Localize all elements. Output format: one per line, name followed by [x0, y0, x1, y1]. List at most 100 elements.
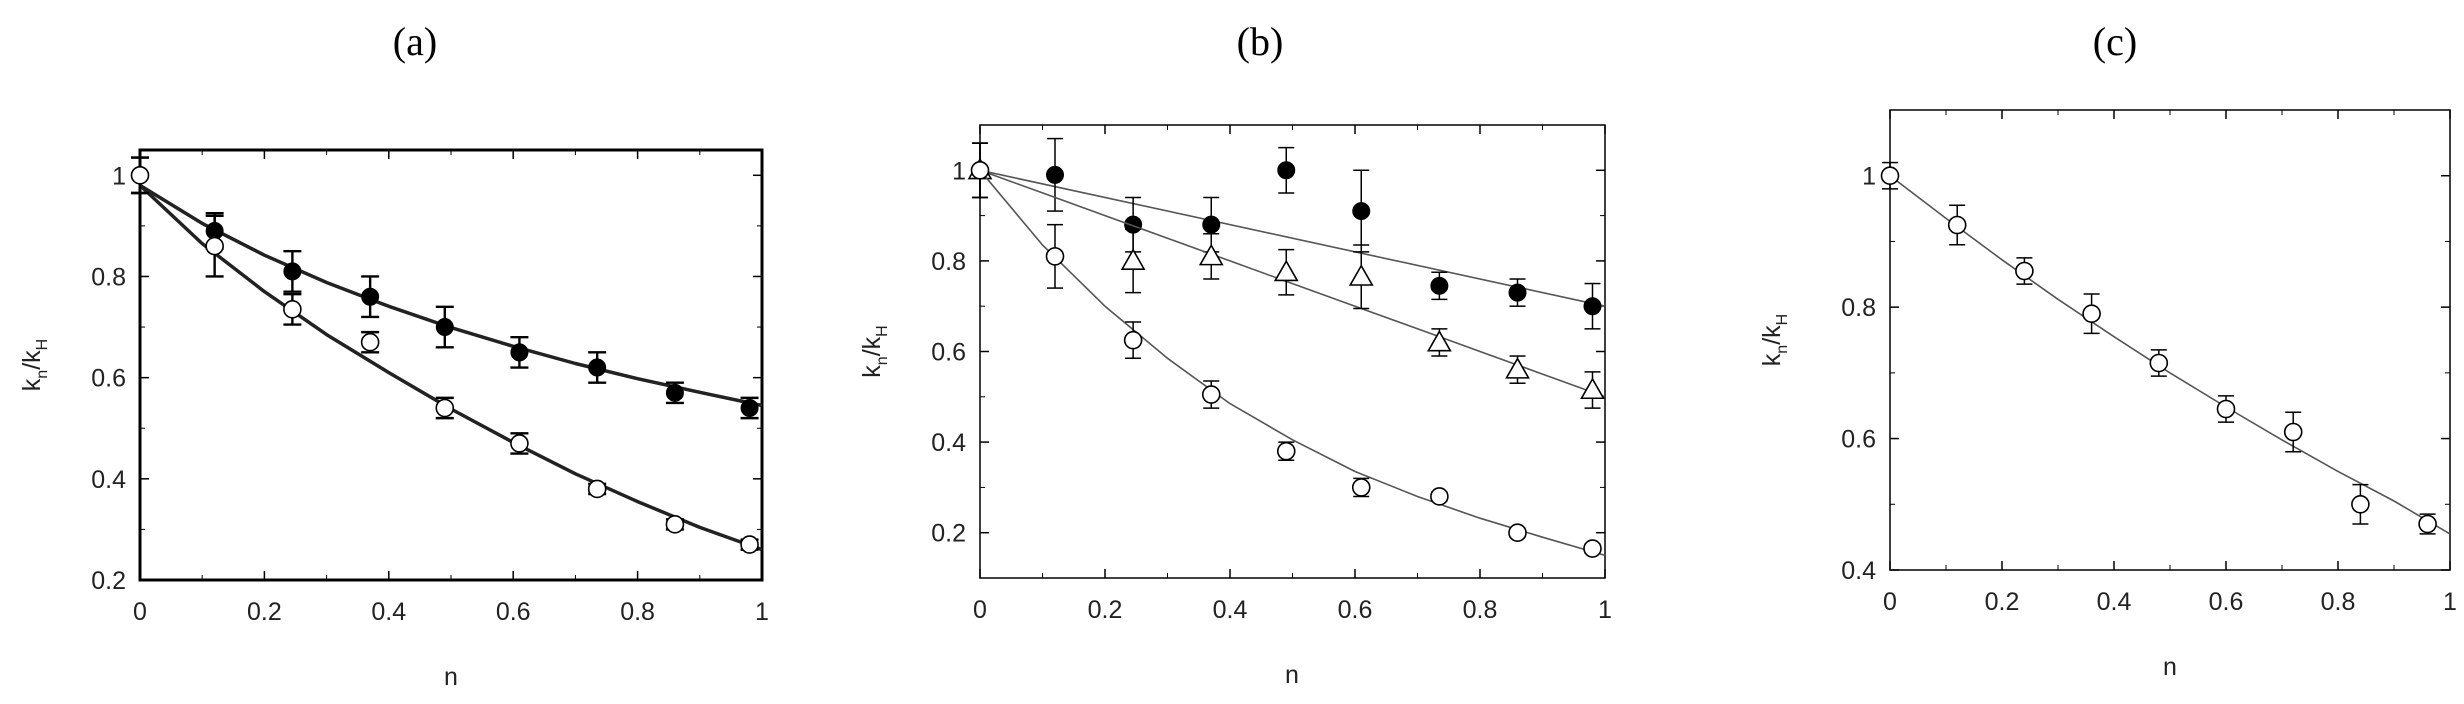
- data-point-open: [2351, 494, 2370, 514]
- data-point-triangle: [1426, 329, 1452, 352]
- x-tick-label: 0.4: [371, 598, 406, 626]
- data-point-open: [130, 165, 150, 185]
- data-point-open: [1201, 385, 1221, 404]
- x-tick-label: 1: [2443, 588, 2457, 616]
- y-axis-title-slash: /k: [18, 350, 46, 370]
- x-tick-label: 0.6: [496, 598, 531, 626]
- y-axis-title: kn/kH: [858, 325, 891, 377]
- data-point-open: [1508, 523, 1527, 543]
- y-tick-label: 0.6: [91, 365, 126, 393]
- x-tick-label: 0: [1883, 588, 1897, 616]
- data-point-triangle: [1198, 243, 1224, 266]
- data-point-open: [205, 236, 224, 256]
- x-tick-label: 0: [133, 598, 147, 626]
- x-tick-label: 0.4: [2097, 588, 2132, 616]
- series-1: [1880, 161, 2451, 535]
- x-tick-label: 0.6: [2209, 588, 2244, 616]
- y-axis-title-k: k: [1758, 353, 1786, 366]
- x-tick-label: 0.2: [247, 598, 282, 626]
- data-point-open: [1947, 215, 1967, 235]
- panel-label: (a): [393, 19, 437, 64]
- data-point-filled: [1508, 283, 1527, 302]
- data-point-filled: [1352, 202, 1371, 221]
- data-point-open: [2418, 514, 2437, 534]
- data-point-filled: [588, 358, 607, 377]
- data-point-filled: [1046, 165, 1064, 184]
- x-axis-title: n: [1285, 661, 1299, 689]
- x-tick-label: 0.2: [1088, 596, 1123, 624]
- data-point-open: [1430, 487, 1449, 506]
- data-point-triangle: [1505, 357, 1530, 379]
- y-axis-title-k: k: [18, 378, 46, 391]
- y-tick-label: 0.6: [1841, 426, 1876, 454]
- data-point-triangle: [1120, 248, 1146, 270]
- data-point-open: [435, 398, 455, 418]
- fit-curve: [979, 169, 1606, 398]
- data-point-open: [970, 161, 990, 180]
- y-axis-title: kn/kH: [1758, 314, 1791, 366]
- data-point-open: [1045, 247, 1065, 266]
- y-axis-title-sub-n: n: [1774, 345, 1791, 354]
- fit-curve: [979, 169, 1606, 307]
- y-tick-label: 0.6: [931, 339, 966, 367]
- panel-label: (b): [1237, 19, 1284, 64]
- data-point-open: [2082, 304, 2101, 324]
- data-point-open: [1276, 441, 1296, 461]
- x-tick-label: 0.8: [2321, 588, 2356, 616]
- data-point-filled: [1202, 215, 1221, 234]
- data-point-filled: [1583, 297, 1602, 316]
- data-point-open: [1880, 166, 1900, 186]
- fit-curve: [1889, 175, 2451, 535]
- panel-label: (c): [2093, 19, 2137, 64]
- data-point-open: [1351, 478, 1371, 497]
- x-tick-label: 1: [1598, 596, 1612, 624]
- y-axis-title: kn/kH: [18, 339, 51, 391]
- series-2: [967, 142, 1606, 409]
- data-point-filled: [1277, 161, 1296, 180]
- data-point-filled: [283, 262, 302, 281]
- data-point-filled: [510, 343, 529, 362]
- y-tick-label: 1: [112, 162, 126, 190]
- data-point-open: [2015, 261, 2034, 281]
- y-axis-title-sub-n: n: [874, 356, 891, 365]
- data-point-open: [1123, 330, 1143, 350]
- data-point-triangle: [1273, 259, 1299, 282]
- data-point-filled: [361, 287, 380, 306]
- data-point-open: [740, 535, 759, 554]
- data-point-open: [2283, 422, 2303, 442]
- y-axis-title-sub-h: H: [874, 325, 891, 337]
- x-axis-title: n: [2163, 653, 2177, 681]
- data-point-triangle: [1580, 377, 1605, 400]
- data-point-filled: [1430, 276, 1449, 295]
- data-point-open: [510, 434, 529, 453]
- series-2: [130, 156, 763, 554]
- x-tick-label: 0.4: [1213, 596, 1248, 624]
- y-tick-label: 0.4: [1841, 557, 1876, 585]
- x-axis-title: n: [444, 663, 458, 691]
- x-tick-label: 0.8: [620, 598, 655, 626]
- y-tick-label: 1: [952, 157, 966, 185]
- data-point-triangle: [1348, 264, 1374, 286]
- data-point-filled: [740, 399, 759, 417]
- y-axis-title-sub-n: n: [34, 370, 51, 379]
- y-tick-label: 0.4: [91, 466, 126, 494]
- y-tick-label: 0.8: [931, 248, 966, 276]
- x-tick-label: 0.2: [1985, 588, 2020, 616]
- fit-curve: [979, 169, 1606, 557]
- y-tick-label: 0.8: [1841, 294, 1876, 322]
- y-tick-label: 0.2: [931, 520, 966, 548]
- y-tick-label: 0.8: [91, 263, 126, 291]
- data-point-open: [2216, 399, 2236, 419]
- y-axis-title-sub-h: H: [1774, 314, 1791, 326]
- series-3: [970, 142, 1606, 558]
- data-point-open: [2149, 353, 2169, 373]
- y-axis-title-slash: /k: [1758, 325, 1786, 345]
- y-tick-label: 0.4: [931, 429, 966, 457]
- x-tick-label: 0: [973, 596, 987, 624]
- data-point-filled: [435, 318, 454, 337]
- x-tick-label: 1: [755, 598, 769, 626]
